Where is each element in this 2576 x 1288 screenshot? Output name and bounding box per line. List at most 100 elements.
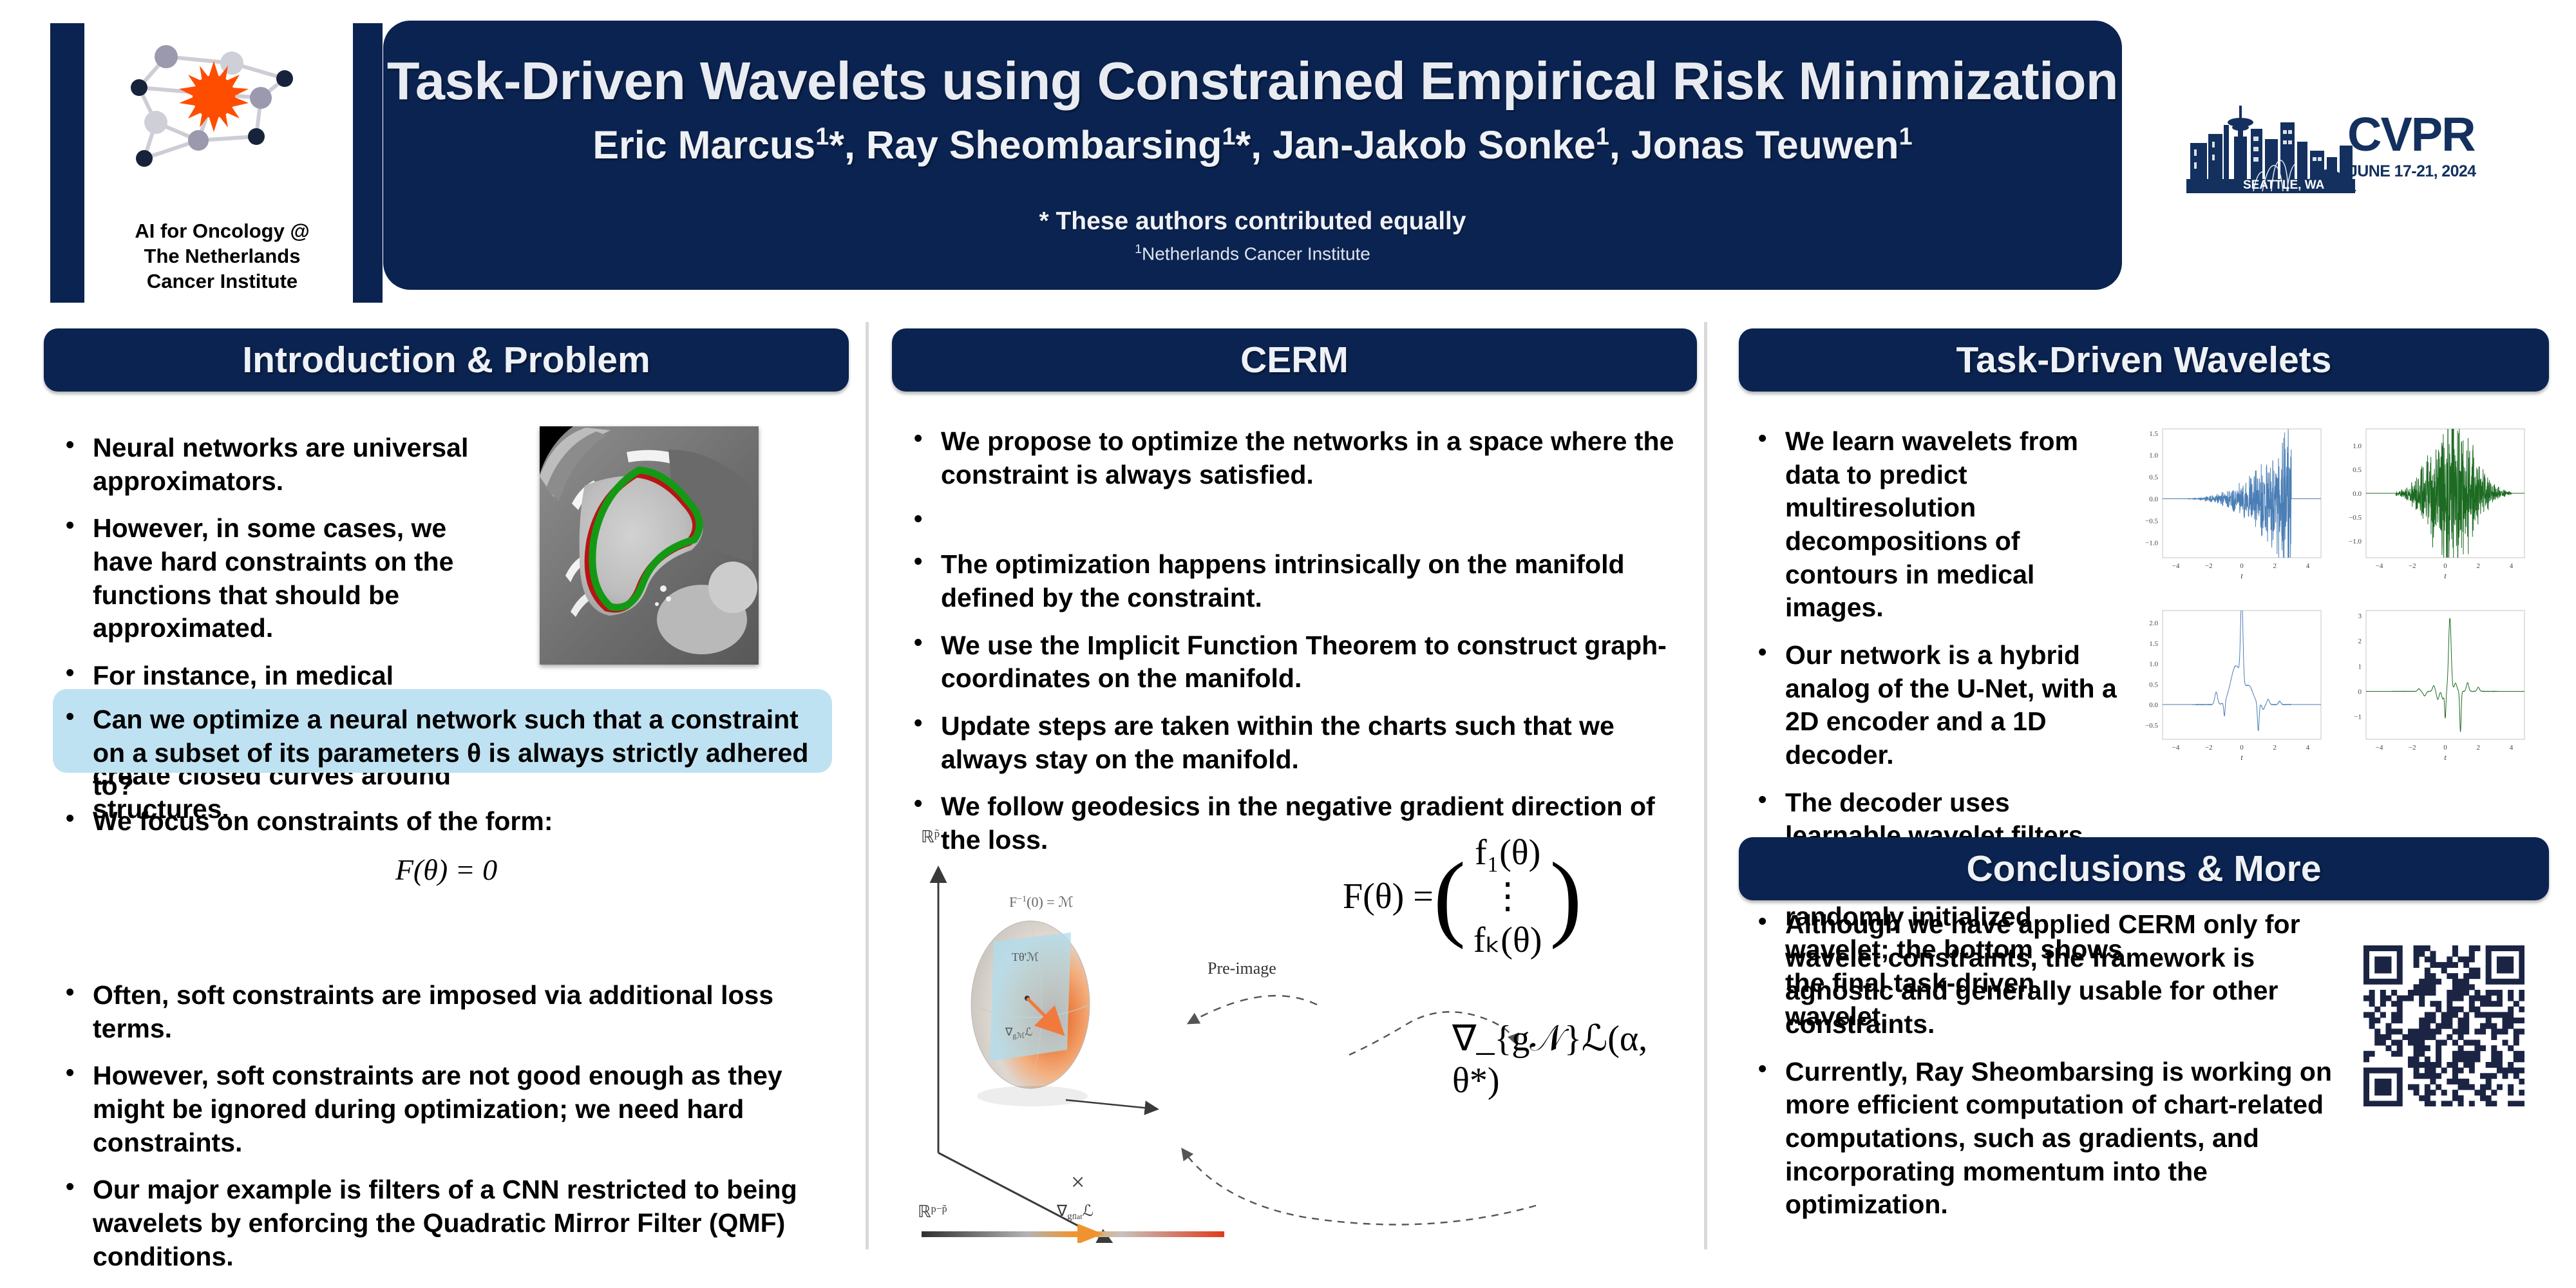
list-item: Update steps are taken within the charts… [905,708,1697,776]
cvpr-date: JUNE 17-21, 2024 [2349,162,2476,180]
y-tick-label: −1.0 [2349,538,2362,545]
constraint-vector-formula: F(θ) = ( f₁(θ) ⋮ fₖ(θ) ) [1343,831,1582,962]
column-wavelets: Task-Driven Wavelets We learn wavelets f… [1739,328,2549,1219]
section-header-conclusions: Conclusions & More [1739,837,2549,900]
conclusions-bullets: Although we have applied CERM only for w… [1749,907,2354,1236]
cvpr-city-text: SEATTLE, WA [2243,178,2325,192]
list-item: Neural networks are universal approximat… [57,430,469,498]
chart-wavelet-init-green: −1.0 −0.5 0.0 0.5 1.0 −4 −2 0 2 4 t [2336,425,2530,583]
list-item: Our major example is filters of a CNN re… [57,1172,842,1273]
qr-code-svg[interactable] [2363,945,2525,1107]
column-cerm: CERM We propose to optimize the networks… [892,328,1697,1245]
cartesian-product-symbol: × [1071,1169,1084,1196]
x-tick-label: −4 [2376,562,2383,570]
chart-wavelet-init-blue: −1.0 −0.5 0.0 0.5 1.0 1.5 −4 −2 0 2 4 t [2133,425,2326,583]
list-item: We follow geodesics in the negative grad… [905,789,1697,857]
x-tick-label: 2 [2477,744,2481,752]
wavelet-chart-svg: −1.0 −0.5 0.0 0.5 1.0 −4 −2 0 2 4 t [2349,428,2525,580]
list-item: Currently, Ray Sheombarsing is working o… [1749,1054,2354,1222]
list-item: We propose to optimize the networks in a… [905,424,1697,491]
section-header-wavelets: Task-Driven Wavelets [1739,328,2549,392]
y-tick-label: 1.0 [2149,661,2158,668]
y-tick-label: 0.5 [2149,681,2158,688]
seattle-skyline-icon: SEATTLE, WA [2186,106,2356,193]
list-item: However, in some cases, we have hard con… [57,511,469,645]
nki-accent-bar-right [353,23,383,303]
chart-series-line [2163,611,2321,732]
y-tick-label: 1.5 [2149,430,2158,438]
y-tick-label: 2.0 [2149,620,2158,627]
y-tick-label: 1.0 [2149,452,2158,460]
research-question: Can we optimize a neural network such th… [57,702,814,803]
section-header-cerm: CERM [892,328,1697,392]
list-item: We use the Implicit Function Theorem to … [905,628,1697,696]
section-title-cerm: CERM [1240,339,1349,381]
wavelet-plot-grid: −1.0 −0.5 0.0 0.5 1.0 1.5 −4 −2 0 2 4 t −1.0 −0.5 0.… [2133,425,2539,762]
x-tick-label: 0 [2443,562,2447,570]
y-tick-label: 3 [2358,612,2362,620]
y-tick-label: −0.5 [2145,517,2158,525]
vector-entry-2: ⋮ [1490,876,1526,916]
column-divider-1 [866,322,869,1249]
axis-label-bottom: ℝp−p̃ [918,1202,947,1221]
chart-wavelet-final-green: −1 0 1 2 3 −4 −2 0 2 4 t [2336,607,2530,764]
cerm-diagram-svg: ℝp̃ Tθ'ℳ ∇gℳℒ F−1(0) = ℳ Pre-image [918,828,1537,1245]
x-axis-label: t [2444,571,2447,580]
y-tick-label: 0.5 [2353,466,2362,474]
x-axis-label: t [2240,753,2243,762]
x-tick-label: 2 [2273,744,2277,752]
tangent-space-label: Tθ'ℳ [1012,951,1039,963]
chart-series-line [2163,429,2321,558]
x-tick-label: 0 [2240,562,2244,570]
section-title-wavelets: Task-Driven Wavelets [1956,339,2332,381]
wavelet-chart-svg: −0.5 0.0 0.5 1.0 1.5 2.0 −4 −2 0 2 4 t [2145,610,2322,762]
chart-series-line [2366,429,2524,558]
vector-lhs: F(θ) = [1343,876,1434,916]
y-tick-label: 0.0 [2149,495,2158,503]
y-tick-label: 1.0 [2353,442,2362,450]
cvpr-wordmark: CVPR [2347,108,2476,161]
equal-contribution-note: * These authors contributed equally [1039,207,1466,235]
nki-logo: AI for Oncology @ The Netherlands Cancer… [97,26,348,303]
chart-series-line [2366,618,2524,732]
list-item: The optimization happens intrinsically o… [905,547,1697,614]
qr-code[interactable] [2363,945,2525,1107]
section-title-conclusions: Conclusions & More [1966,848,2322,889]
y-tick-label: 0.0 [2149,701,2158,709]
y-tick-label: 2 [2358,638,2362,645]
y-tick-label: 0 [2358,688,2362,696]
x-tick-label: −4 [2172,562,2180,570]
gradient-expression: ∇_{g𝒩}ℒ(α, θ*) [1452,1019,1648,1101]
section-header-conclusions-wrap: Conclusions & More [1739,837,2549,900]
list-item: Often, soft constraints are imposed via … [57,978,842,1045]
vector-entry-1: f₁(θ) [1474,833,1541,873]
ct-slice-with-contours [540,426,759,665]
introduction-bullets-bottom: Often, soft constraints are imposed via … [57,978,842,1287]
x-axis-label: t [2444,753,2447,762]
list-item: Although we have applied CERM only for w… [1749,907,2354,1041]
y-tick-label: 0.0 [2353,490,2362,498]
title-banner: Task-Driven Wavelets using Constrained E… [383,21,2122,290]
list-item: Our network is a hybrid analog of the U-… [1749,638,2129,772]
y-tick-label: −0.5 [2145,722,2158,730]
axis-label-top: ℝp̃ [921,828,940,846]
x-tick-label: 4 [2510,562,2514,570]
x-tick-label: −4 [2172,744,2180,752]
y-tick-label: 1.5 [2149,640,2158,648]
y-tick-label: −0.5 [2349,514,2362,522]
nki-logo-caption: AI for Oncology @ The Netherlands Cancer… [97,219,348,294]
x-tick-label: −2 [2205,562,2213,570]
cvpr-logo: SEATTLE, WA CVPR JUNE 17-21, 2024 [2186,103,2547,200]
x-tick-label: −2 [2409,562,2416,570]
y-tick-label: 1 [2358,663,2362,670]
preimage-label: Pre-image [1208,959,1276,978]
paren-open: ( [1433,842,1466,950]
constraint-formula: F(θ) = 0 [395,853,498,886]
section-title-introduction: Introduction & Problem [242,339,650,381]
spacer [905,504,1697,535]
column-divider-2 [1704,322,1707,1249]
ct-image-svg [540,426,759,665]
poster-title: Task-Driven Wavelets using Constrained E… [386,51,2119,111]
constraint-form-block: We focus on constraints of the form: F(θ… [57,804,836,905]
